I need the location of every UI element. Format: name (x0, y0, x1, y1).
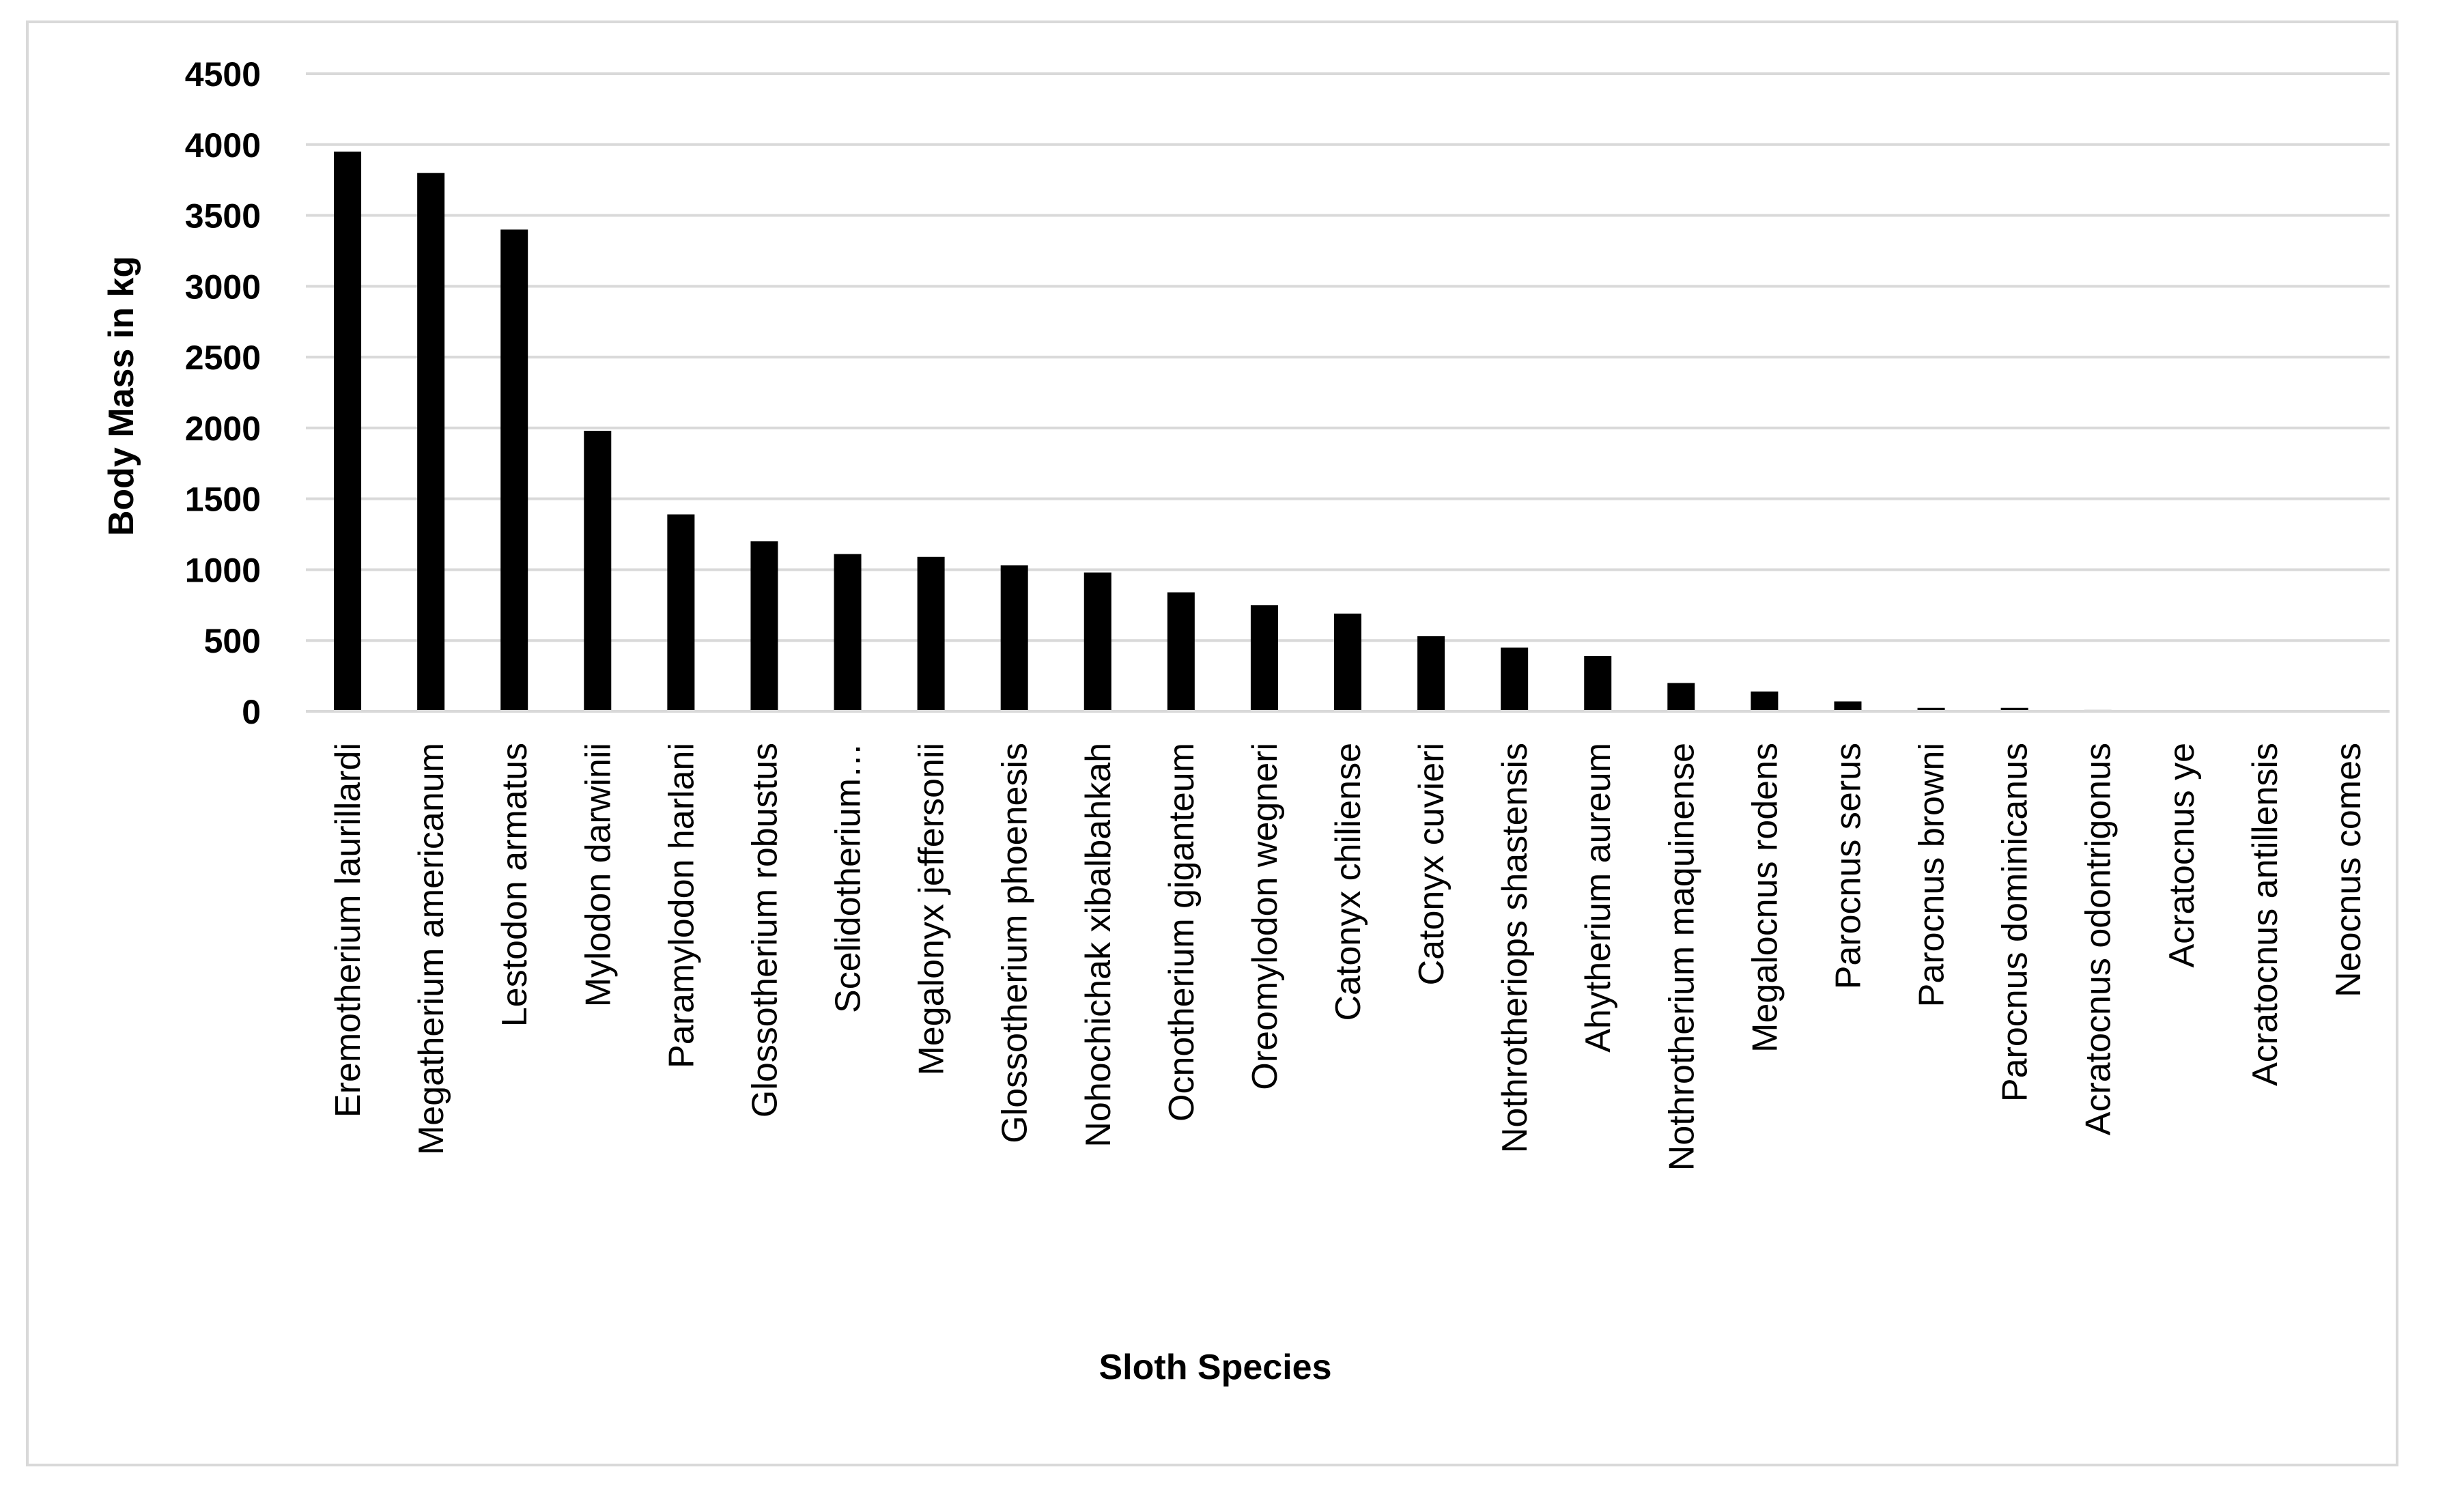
gridlines (306, 72, 2390, 642)
x-category-label: Glossotherium robustus (745, 743, 784, 1118)
y-tick-label: 2500 (185, 339, 261, 377)
x-category-label: Megalocnus rodens (1745, 743, 1785, 1053)
y-tick-label: 3000 (185, 268, 261, 306)
bar (1501, 647, 1529, 711)
bar (1917, 707, 1945, 711)
y-tick-label: 1500 (185, 481, 261, 519)
bar (1000, 565, 1028, 711)
bar (1250, 605, 1278, 711)
bar (1417, 636, 1445, 711)
x-category-label: Parocnus browni (1912, 743, 1952, 1007)
x-category-label: Parocnus dominicanus (1996, 743, 2035, 1102)
y-axis-title: Body Mass in kg (102, 256, 141, 536)
bar (1167, 592, 1195, 711)
x-axis-title: Sloth Species (1099, 1348, 1332, 1387)
x-category-label: Nothrotherium maquinense (1662, 743, 1701, 1171)
bar (1334, 613, 1361, 711)
bar (1667, 683, 1695, 711)
x-category-label: Scelidotherium… (829, 743, 868, 1013)
x-category-label: Nothrotheriops shastensis (1495, 743, 1535, 1153)
bar (1834, 701, 1862, 711)
bar (2000, 707, 2028, 711)
bar (750, 541, 778, 711)
x-category-label: Eremotherium laurillardi (328, 743, 368, 1118)
y-tick-label: 3500 (185, 197, 261, 236)
y-tick-label: 4000 (185, 126, 261, 165)
y-tick-label: 1000 (185, 551, 261, 589)
y-axis-ticks: 0 500 1000 1500 2000 2500 3000 3500 4000 4500 (185, 55, 261, 731)
bar (417, 173, 445, 712)
x-category-label: Megalonyx jeffersonii (912, 743, 952, 1076)
x-category-label: Catonyx cuvieri (1412, 743, 1452, 985)
bar (917, 556, 945, 711)
x-category-label: Glossotherium phoenesis (995, 743, 1035, 1143)
bar (334, 152, 362, 712)
bar (667, 514, 695, 711)
x-category-label: Neocnus comes (2329, 743, 2368, 997)
x-axis-categories: Eremotherium laurillardi Megatherium amer… (328, 743, 2368, 1171)
x-category-label: Ocnotherium giganteum (1162, 743, 1202, 1122)
bar (1084, 572, 1111, 711)
x-category-label: Megatherium americanum (412, 743, 451, 1155)
x-category-label: Oreomylodon wegneri (1245, 743, 1285, 1090)
x-category-label: Ahytherium aureum (1578, 743, 1618, 1053)
x-category-label: Catonyx chiliense (1329, 743, 1368, 1021)
bar (834, 554, 862, 711)
x-category-label: Mylodon darwinii (578, 743, 618, 1007)
x-category-label: Paramylodon harlani (662, 743, 701, 1068)
x-category-label: Acratocnus ye (2162, 743, 2202, 968)
bars (334, 152, 2362, 712)
bar (584, 431, 612, 711)
y-tick-label: 2000 (185, 410, 261, 448)
x-category-label: Acratocnus odontrigonus (2079, 743, 2119, 1135)
x-category-label: Nohochichak xibalbahkah (1079, 743, 1118, 1148)
x-category-label: Lestodon armatus (495, 743, 535, 1027)
x-category-label: Parocnus serus (1828, 743, 1868, 989)
y-tick-label: 0 (242, 693, 261, 731)
bar (500, 229, 528, 711)
x-category-label: Acratocnus antillensis (2246, 743, 2285, 1086)
bar (1584, 656, 1612, 711)
bar (1751, 691, 1779, 711)
y-tick-label: 4500 (185, 55, 261, 94)
y-tick-label: 500 (204, 622, 261, 660)
